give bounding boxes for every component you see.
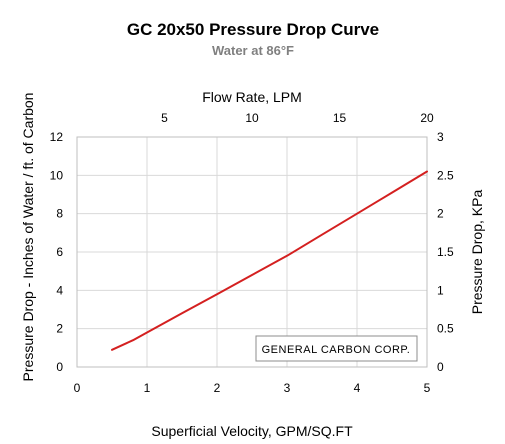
y-tick-label-3: 6 — [56, 245, 63, 259]
y2-axis-title: Pressure Drop, KPa — [469, 190, 485, 315]
y2-tick-label-3: 1.5 — [437, 245, 454, 259]
y-tick-label-1: 2 — [56, 322, 63, 336]
grid-lines — [76, 136, 428, 368]
y-tick-label-2: 4 — [56, 283, 63, 297]
x-axis-title: Superficial Velocity, GPM/SQ.FT — [151, 423, 353, 439]
x-tick-label-1: 1 — [144, 381, 151, 395]
x-tick-label-5: 5 — [424, 381, 431, 395]
chart-subtitle: Water at 86°F — [212, 43, 294, 58]
series-line-0 — [111, 170, 428, 351]
chart-title: GC 20x50 Pressure Drop Curve — [127, 20, 379, 39]
y-tick-label-6: 12 — [50, 130, 64, 144]
x2-tick-label-1: 10 — [245, 111, 259, 125]
bottom-axis-ticks: 0 1 2 3 4 5 — [74, 381, 431, 395]
y2-tick-label-1: 0.5 — [437, 322, 454, 336]
top-axis-ticks: 5 10 15 20 — [161, 111, 434, 125]
plot-area-border — [76, 136, 428, 368]
y2-tick-label-2: 1 — [437, 283, 444, 297]
x-tick-label-0: 0 — [74, 381, 81, 395]
y2-tick-label-4: 2 — [437, 207, 444, 221]
y-tick-label-5: 10 — [50, 168, 64, 182]
x-tick-label-4: 4 — [354, 381, 361, 395]
x-tick-label-2: 2 — [214, 381, 221, 395]
left-axis-ticks: 0 2 4 6 8 10 12 — [50, 130, 64, 374]
y2-tick-label-6: 3 — [437, 130, 444, 144]
annotation-text: GENERAL CARBON CORP. — [262, 344, 411, 356]
annotation-box — [255, 335, 418, 362]
y-tick-label-4: 8 — [56, 207, 63, 221]
y-axis-title: Pressure Drop - Inches of Water / ft. of… — [20, 93, 36, 382]
y2-tick-label-5: 2.5 — [437, 168, 454, 182]
x2-tick-label-2: 15 — [333, 111, 347, 125]
x2-tick-label-0: 5 — [161, 111, 168, 125]
y-tick-label-0: 0 — [56, 360, 63, 374]
series-layer — [111, 170, 428, 351]
right-axis-ticks: 0 0.5 1 1.5 2 2.5 3 — [437, 130, 454, 374]
y2-tick-label-0: 0 — [437, 360, 444, 374]
x-tick-label-3: 3 — [284, 381, 291, 395]
x2-axis-title: Flow Rate, LPM — [202, 89, 302, 105]
x2-tick-label-3: 20 — [420, 111, 434, 125]
